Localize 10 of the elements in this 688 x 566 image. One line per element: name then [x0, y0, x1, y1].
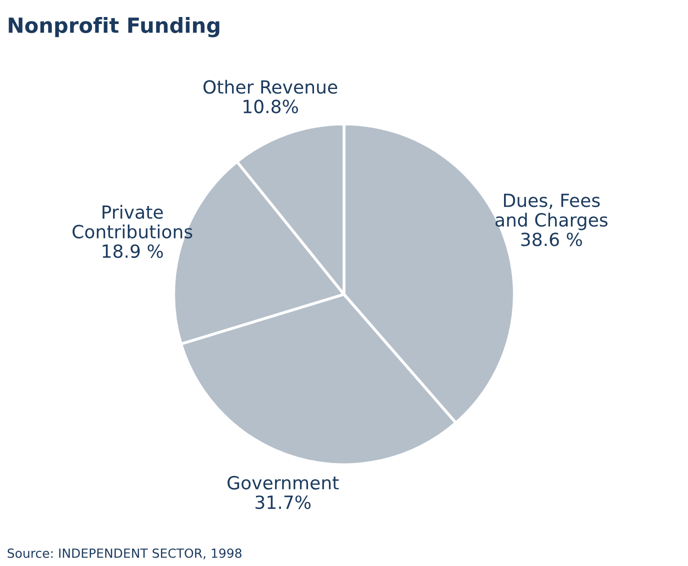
slice-label: Government — [228, 476, 339, 490]
slice-label: Dues, Fees and Charges — [496, 194, 608, 230]
data-label: 38.6 % — [521, 232, 582, 246]
slice-label: Other Revenue — [203, 80, 338, 94]
chart-title: Nonprofit Funding — [8, 16, 220, 38]
data-label: 18.9 % — [102, 244, 163, 258]
source-note: Source: INDEPENDENT SECTOR, 1998 — [8, 548, 242, 560]
slice-label: Private Contributions — [72, 204, 192, 238]
data-label: 31.7% — [256, 495, 311, 510]
data-label: 10.8% — [244, 100, 298, 114]
